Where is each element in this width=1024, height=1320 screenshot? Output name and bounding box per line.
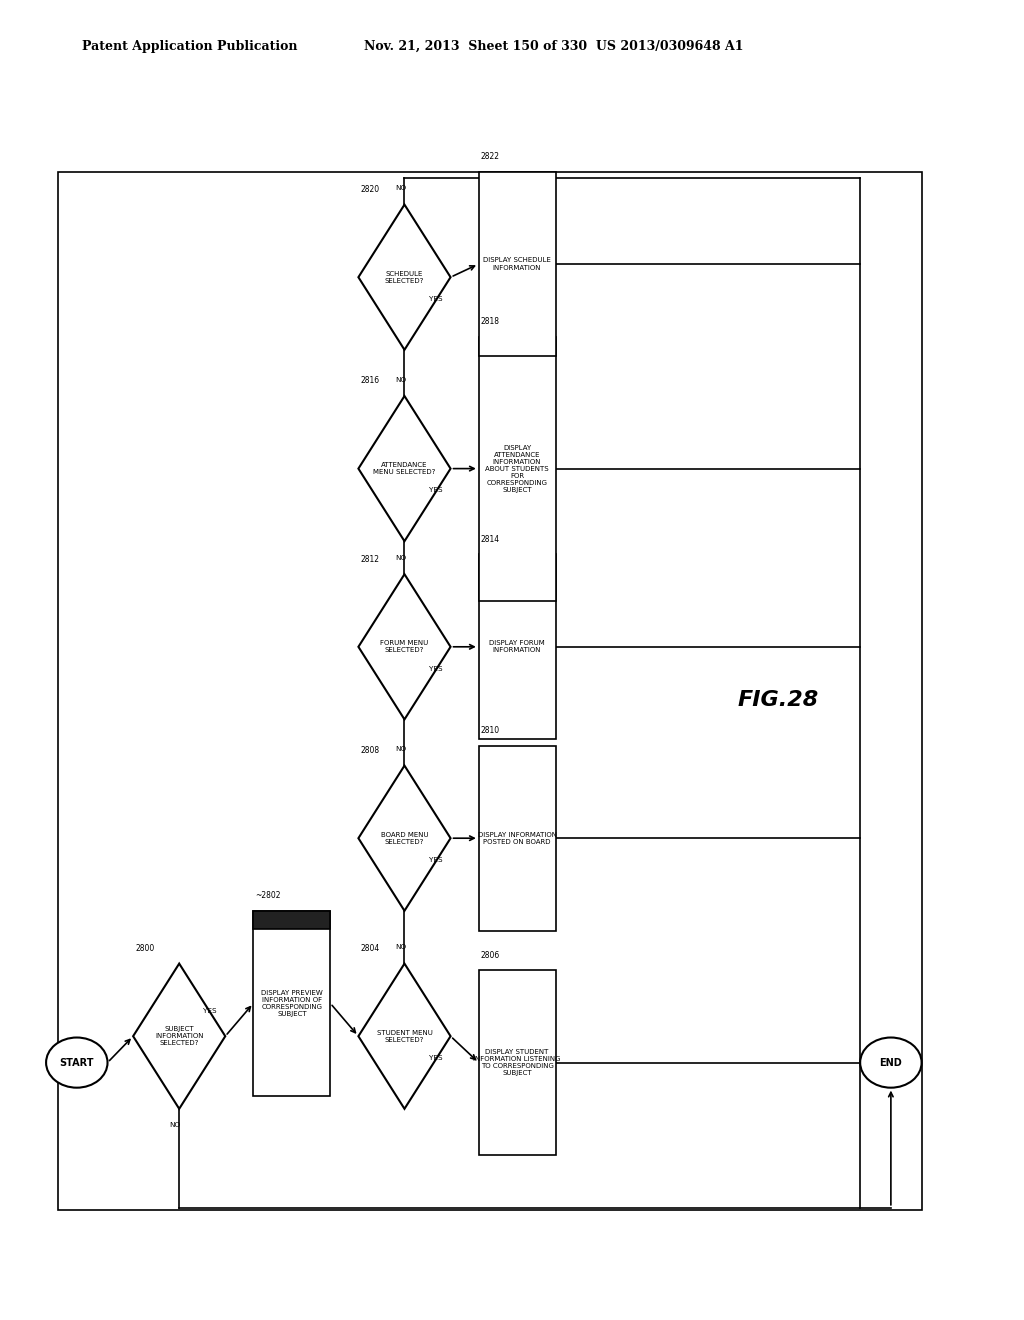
Text: 2814: 2814 <box>481 535 500 544</box>
Polygon shape <box>358 964 451 1109</box>
Text: BOARD MENU
SELECTED?: BOARD MENU SELECTED? <box>381 832 428 845</box>
Text: YES: YES <box>204 1007 217 1014</box>
Text: ~2802: ~2802 <box>255 891 281 900</box>
Text: 2818: 2818 <box>481 317 500 326</box>
Text: YES: YES <box>429 296 442 302</box>
Bar <box>58 172 922 1210</box>
Bar <box>253 911 330 929</box>
Text: DISPLAY
ATTENDANCE
INFORMATION
ABOUT STUDENTS
FOR
CORRESPONDING
SUBJECT: DISPLAY ATTENDANCE INFORMATION ABOUT STU… <box>485 445 549 492</box>
Text: 2822: 2822 <box>481 152 500 161</box>
Text: DISPLAY INFORMATION
POSTED ON BOARD: DISPLAY INFORMATION POSTED ON BOARD <box>477 832 557 845</box>
Text: 2806: 2806 <box>481 950 500 960</box>
Polygon shape <box>133 964 225 1109</box>
Text: YES: YES <box>429 665 442 672</box>
Text: START: START <box>59 1057 94 1068</box>
Text: DISPLAY FORUM
INFORMATION: DISPLAY FORUM INFORMATION <box>489 640 545 653</box>
Polygon shape <box>358 396 451 541</box>
Text: 2800: 2800 <box>135 944 155 953</box>
Text: STUDENT MENU
SELECTED?: STUDENT MENU SELECTED? <box>377 1030 432 1043</box>
Text: 2810: 2810 <box>481 726 500 735</box>
Polygon shape <box>358 766 451 911</box>
Text: SUBJECT
INFORMATION
SELECTED?: SUBJECT INFORMATION SELECTED? <box>155 1026 204 1047</box>
Text: ATTENDANCE
MENU SELECTED?: ATTENDANCE MENU SELECTED? <box>374 462 435 475</box>
Polygon shape <box>358 574 451 719</box>
Text: NO: NO <box>395 376 406 383</box>
Polygon shape <box>358 205 451 350</box>
Ellipse shape <box>46 1038 108 1088</box>
Text: NO: NO <box>395 185 406 191</box>
Text: 2816: 2816 <box>360 376 380 385</box>
Text: YES: YES <box>429 487 442 494</box>
Text: DISPLAY SCHEDULE
INFORMATION: DISPLAY SCHEDULE INFORMATION <box>483 257 551 271</box>
Text: YES: YES <box>429 1055 442 1061</box>
Text: END: END <box>880 1057 902 1068</box>
Bar <box>479 970 555 1155</box>
Text: DISPLAY STUDENT
INFORMATION LISTENING
TO CORRESPONDING
SUBJECT: DISPLAY STUDENT INFORMATION LISTENING TO… <box>473 1049 561 1076</box>
Text: YES: YES <box>429 857 442 863</box>
Text: 2804: 2804 <box>360 944 380 953</box>
Text: Patent Application Publication: Patent Application Publication <box>82 40 297 53</box>
Text: 2812: 2812 <box>360 554 380 564</box>
Bar <box>479 554 555 739</box>
Text: NO: NO <box>170 1122 180 1129</box>
Text: NO: NO <box>395 746 406 752</box>
Text: NO: NO <box>395 944 406 950</box>
Bar <box>479 746 555 931</box>
Text: NO: NO <box>395 554 406 561</box>
Text: Nov. 21, 2013  Sheet 150 of 330  US 2013/0309648 A1: Nov. 21, 2013 Sheet 150 of 330 US 2013/0… <box>364 40 743 53</box>
Text: 2808: 2808 <box>360 746 380 755</box>
Text: DISPLAY PREVIEW
INFORMATION OF
CORRESPONDING
SUBJECT: DISPLAY PREVIEW INFORMATION OF CORRESPON… <box>261 990 323 1016</box>
Bar <box>479 337 555 601</box>
Text: FIG.28: FIG.28 <box>737 689 819 710</box>
Text: SCHEDULE
SELECTED?: SCHEDULE SELECTED? <box>385 271 424 284</box>
Bar <box>253 911 330 1096</box>
Ellipse shape <box>860 1038 922 1088</box>
Bar <box>479 172 555 356</box>
Text: FORUM MENU
SELECTED?: FORUM MENU SELECTED? <box>380 640 429 653</box>
Text: 2820: 2820 <box>360 185 380 194</box>
